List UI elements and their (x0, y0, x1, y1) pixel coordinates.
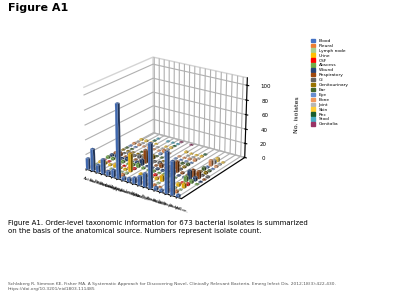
Legend: Blood, Pleural, Lymph node, Urine, CSF, Abscess, Wound, Respiratory, GI, Genitou: Blood, Pleural, Lymph node, Urine, CSF, … (310, 38, 349, 127)
Text: Figure A1. Order-level taxonomic information for 673 bacterial isolates is summa: Figure A1. Order-level taxonomic informa… (8, 220, 308, 233)
Text: Figure A1: Figure A1 (8, 3, 68, 13)
Text: Schlaberg R, Simmon KE, Fisher MA. A Systematic Approach for Discovering Novel, : Schlaberg R, Simmon KE, Fisher MA. A Sys… (8, 282, 336, 291)
